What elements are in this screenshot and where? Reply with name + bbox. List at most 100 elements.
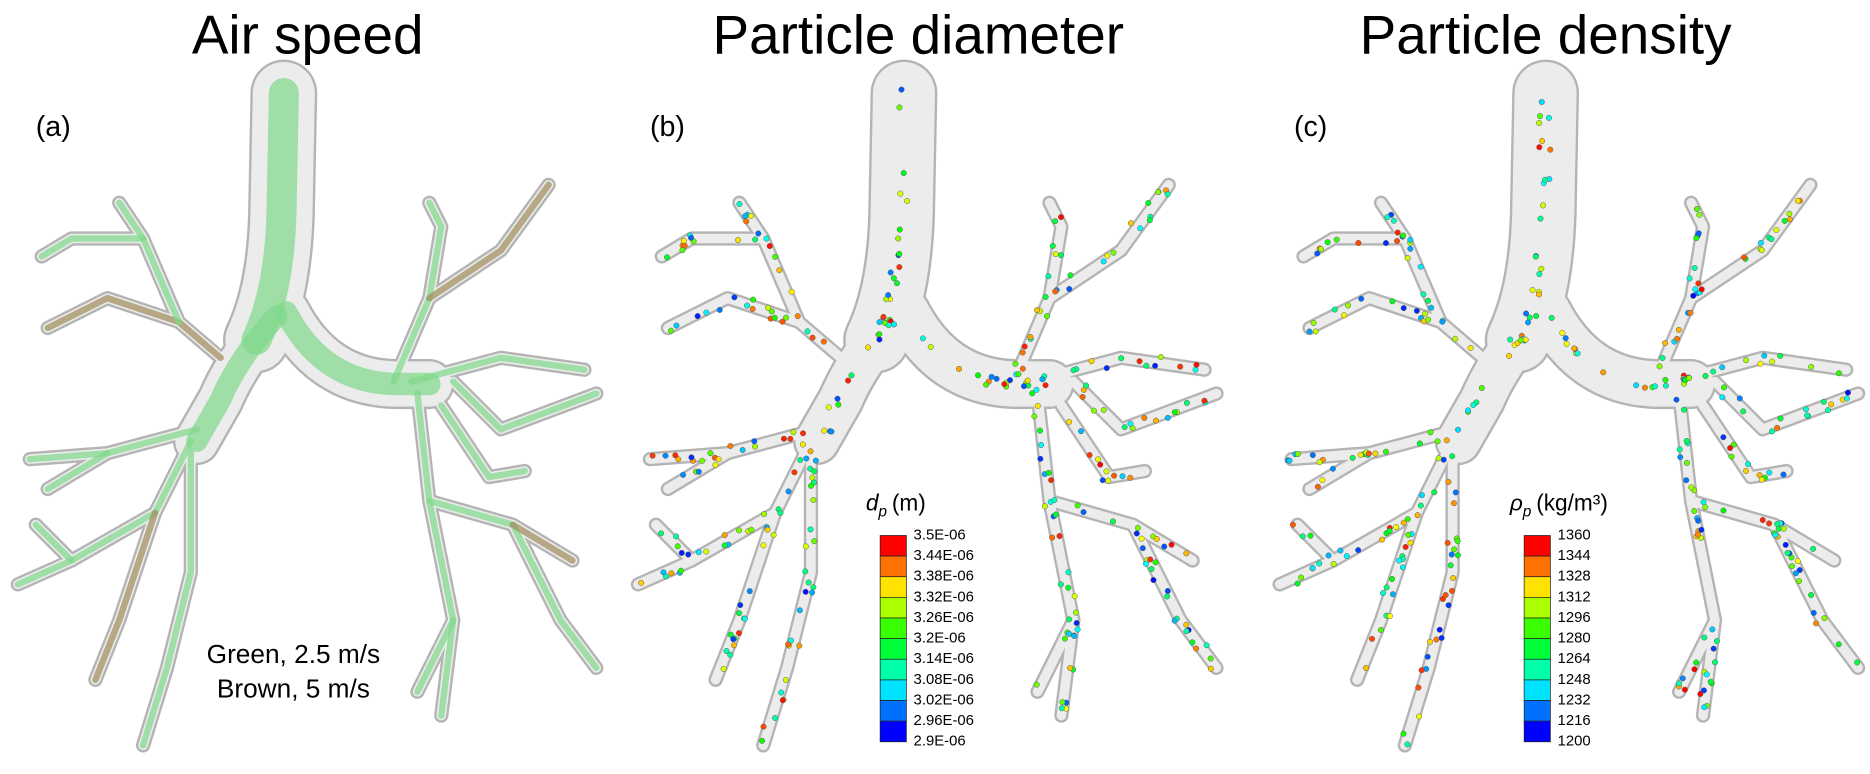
particle (1783, 542, 1788, 547)
particle (1390, 591, 1395, 596)
particle (1676, 327, 1681, 332)
particle (1729, 454, 1734, 459)
particle (1007, 377, 1012, 382)
particle (1395, 230, 1400, 235)
particle (1440, 319, 1445, 324)
particle (688, 235, 693, 240)
particle (797, 457, 802, 462)
particle (780, 698, 785, 703)
particle (675, 544, 680, 549)
particle (1813, 621, 1818, 626)
particle (1072, 593, 1077, 598)
particle (896, 251, 901, 256)
particle (1310, 452, 1315, 457)
particle (1657, 364, 1662, 369)
particle (661, 570, 666, 575)
particle (1208, 666, 1213, 671)
particle (681, 238, 686, 243)
particle (1571, 346, 1576, 351)
particle (1427, 639, 1432, 644)
particle (1785, 550, 1790, 555)
particle (811, 538, 816, 543)
colorbar-tick-label: 1200 (1558, 734, 1591, 750)
particle (756, 231, 761, 236)
particle (1774, 227, 1779, 232)
particle (920, 336, 925, 341)
particle (764, 236, 769, 241)
particle (1153, 418, 1158, 423)
particle (1422, 311, 1427, 316)
particle (780, 319, 785, 324)
particle (1089, 358, 1094, 363)
colorbar-segment (1524, 721, 1550, 742)
particle (1694, 235, 1699, 240)
panel-title: Particle density (1360, 4, 1732, 66)
particle (1428, 305, 1433, 310)
particle (1331, 561, 1336, 566)
particle (1698, 691, 1703, 696)
particle (742, 616, 747, 621)
particle (1530, 287, 1535, 292)
particle (1759, 477, 1764, 482)
particle (699, 458, 704, 463)
particle (1062, 636, 1067, 641)
colorbar-tick-label: 1232 (1558, 692, 1591, 708)
particle (891, 322, 896, 327)
particle (1711, 646, 1716, 651)
particle (797, 643, 802, 648)
particle (1418, 503, 1423, 508)
particle (1546, 115, 1551, 120)
particle (1737, 396, 1742, 401)
particle (1310, 565, 1315, 570)
particle (1290, 522, 1295, 527)
particle (1518, 338, 1523, 343)
particle (1043, 294, 1048, 299)
colorbar-tick-label: 3.44E-06 (914, 548, 974, 564)
flow-region (36, 525, 72, 561)
particle (1854, 660, 1859, 665)
particle (736, 610, 741, 615)
particle (1539, 266, 1544, 271)
particle (1184, 551, 1189, 556)
annotation: Green, 2.5 m/s (207, 639, 380, 669)
particle (1652, 384, 1657, 389)
particle (1702, 704, 1707, 709)
particle (1087, 452, 1092, 457)
particle (650, 453, 655, 458)
particle (761, 724, 766, 729)
annotation: Brown, 5 m/s (217, 674, 370, 704)
particle (1034, 307, 1039, 312)
particle (1684, 477, 1689, 482)
particle (1193, 646, 1198, 651)
particle (1165, 191, 1170, 196)
particle (1078, 428, 1083, 433)
particle (1451, 547, 1456, 552)
particle (1684, 438, 1689, 443)
particle (1760, 517, 1765, 522)
particle (1795, 558, 1800, 563)
particle (1449, 453, 1454, 458)
particle (1537, 271, 1542, 276)
particle (738, 602, 743, 607)
particle (1720, 395, 1725, 400)
particle (1699, 527, 1704, 532)
particle (829, 429, 834, 434)
particle (808, 449, 813, 454)
particle (786, 489, 791, 494)
particle (1300, 534, 1305, 539)
particle (1432, 490, 1437, 495)
particle (777, 267, 782, 272)
particle (1401, 305, 1406, 310)
particle (1687, 276, 1692, 281)
particle (1600, 370, 1605, 375)
colorbar-tick-label: 1360 (1558, 527, 1591, 543)
particle (1537, 144, 1542, 149)
particle (1740, 409, 1745, 414)
colorbar-segment (1524, 597, 1550, 618)
particle (1050, 243, 1055, 248)
particle (1366, 451, 1371, 456)
particle (1795, 198, 1800, 203)
particle (897, 227, 902, 232)
particle (1437, 627, 1442, 632)
particle (1697, 212, 1702, 217)
